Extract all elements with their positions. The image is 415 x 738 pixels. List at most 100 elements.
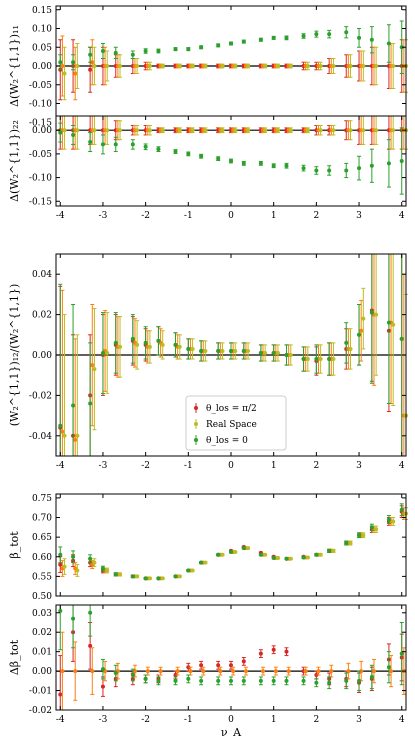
data-point bbox=[186, 346, 191, 351]
y-axis-label: β_tot bbox=[8, 531, 21, 559]
data-point bbox=[229, 663, 233, 668]
xtick-label: -3 bbox=[99, 461, 108, 471]
data-point bbox=[271, 163, 276, 168]
data-point bbox=[241, 348, 246, 353]
data-point bbox=[203, 348, 208, 353]
data-point bbox=[130, 52, 135, 57]
data-point bbox=[231, 669, 236, 674]
data-point bbox=[92, 560, 97, 565]
data-point bbox=[118, 64, 123, 68]
data-point bbox=[58, 562, 63, 567]
data-point bbox=[233, 64, 238, 68]
data-point bbox=[399, 651, 404, 656]
ytick-label: -0.01 bbox=[29, 687, 52, 697]
data-point bbox=[203, 64, 208, 68]
xtick-label: -2 bbox=[141, 211, 150, 221]
data-point bbox=[288, 353, 293, 357]
data-point bbox=[391, 322, 396, 327]
data-point bbox=[374, 312, 379, 317]
xtick-label: -3 bbox=[99, 211, 108, 221]
data-point bbox=[233, 128, 238, 133]
ytick-label: -0.02 bbox=[29, 391, 52, 401]
data-point bbox=[58, 130, 63, 135]
data-point bbox=[348, 541, 353, 546]
data-point bbox=[327, 168, 332, 173]
data-point bbox=[62, 433, 67, 438]
data-point bbox=[203, 128, 208, 133]
data-point bbox=[275, 350, 280, 355]
panel-background bbox=[56, 605, 406, 710]
data-point bbox=[263, 350, 268, 355]
data-point bbox=[263, 552, 268, 557]
data-point bbox=[331, 548, 336, 553]
data-point bbox=[374, 64, 379, 68]
data-point bbox=[186, 676, 191, 681]
data-point bbox=[220, 128, 225, 133]
panel-p1: 0.15 0.10 0.05 0.00 -0.05 -0.10 -0.15 Δ(W₂^{1,1… bbox=[8, 5, 408, 128]
data-point bbox=[88, 643, 93, 648]
data-point bbox=[344, 168, 349, 173]
data-point bbox=[288, 556, 293, 561]
data-point bbox=[288, 128, 293, 133]
data-point bbox=[233, 348, 238, 353]
panel-p4: 0.75 0.70 0.65 0.60 0.55 0.50 β_tot bbox=[8, 493, 408, 602]
data-point bbox=[143, 340, 148, 345]
data-point bbox=[229, 159, 233, 163]
data-point bbox=[220, 348, 225, 353]
data-point bbox=[113, 50, 118, 55]
data-point bbox=[386, 41, 391, 46]
data-point bbox=[186, 665, 191, 670]
xtick-label: -4 bbox=[56, 211, 65, 221]
data-point bbox=[100, 684, 105, 689]
xtick-label: 2 bbox=[313, 715, 319, 725]
data-point bbox=[361, 316, 366, 321]
data-point bbox=[203, 560, 208, 565]
data-point bbox=[130, 142, 135, 147]
data-point bbox=[105, 128, 110, 133]
data-point bbox=[361, 533, 366, 538]
data-point bbox=[318, 357, 323, 362]
data-point bbox=[173, 47, 178, 52]
data-point bbox=[284, 353, 289, 357]
data-point bbox=[216, 678, 221, 683]
data-point bbox=[92, 367, 97, 372]
data-point bbox=[275, 128, 280, 133]
data-point bbox=[147, 64, 152, 68]
xtick-label: 3 bbox=[356, 715, 362, 725]
data-point bbox=[105, 350, 110, 355]
data-point bbox=[284, 35, 289, 40]
data-point bbox=[386, 320, 391, 325]
data-point bbox=[286, 669, 291, 674]
data-point bbox=[199, 348, 204, 353]
data-point bbox=[331, 357, 336, 362]
data-point bbox=[357, 678, 362, 683]
legend-marker bbox=[194, 438, 198, 442]
data-point bbox=[60, 669, 65, 674]
ytick-label: -0.05 bbox=[29, 150, 52, 160]
data-point bbox=[88, 401, 93, 406]
data-point bbox=[143, 576, 148, 581]
data-point bbox=[284, 163, 289, 168]
ytick-label: 0.00 bbox=[32, 351, 52, 361]
data-point bbox=[90, 363, 95, 368]
data-point bbox=[261, 669, 266, 674]
data-point bbox=[199, 154, 204, 159]
xtick-label: -1 bbox=[184, 211, 193, 221]
data-point bbox=[135, 64, 140, 68]
data-point bbox=[100, 350, 105, 355]
xtick-label: -3 bbox=[99, 715, 108, 725]
xtick-label: -1 bbox=[184, 715, 193, 725]
data-point bbox=[391, 519, 396, 524]
data-point bbox=[305, 357, 310, 362]
ytick-label: 0.15 bbox=[32, 6, 52, 16]
ytick-label: -0.15 bbox=[29, 118, 52, 128]
panel-p2: 0.00 -0.05 -0.10 -0.15 -4 -3 -2 -1 0 1 2 3 4 Δ(W₂^{1,… bbox=[8, 115, 408, 221]
data-point bbox=[258, 678, 263, 683]
data-point bbox=[344, 541, 349, 546]
data-point bbox=[229, 41, 233, 46]
data-point bbox=[258, 161, 263, 166]
legend-label: Real Space bbox=[206, 420, 257, 430]
data-point bbox=[156, 576, 161, 581]
data-point bbox=[314, 32, 319, 37]
data-point bbox=[177, 574, 182, 579]
